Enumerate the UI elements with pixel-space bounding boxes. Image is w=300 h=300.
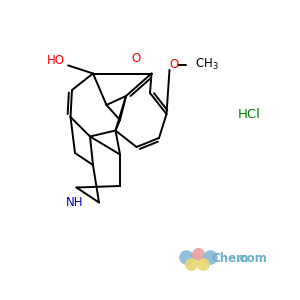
Text: HO: HO — [46, 53, 64, 67]
Text: .com: .com — [236, 251, 267, 265]
Point — [200, 262, 205, 266]
Text: CH$_3$: CH$_3$ — [195, 57, 219, 72]
Text: NH: NH — [66, 196, 84, 209]
Text: Chem: Chem — [212, 251, 249, 265]
Point — [184, 254, 188, 259]
Point — [196, 251, 200, 256]
Point — [208, 254, 212, 259]
Point — [188, 262, 193, 266]
Text: O: O — [169, 58, 178, 71]
Text: O: O — [132, 52, 141, 64]
Text: HCl: HCl — [238, 107, 260, 121]
